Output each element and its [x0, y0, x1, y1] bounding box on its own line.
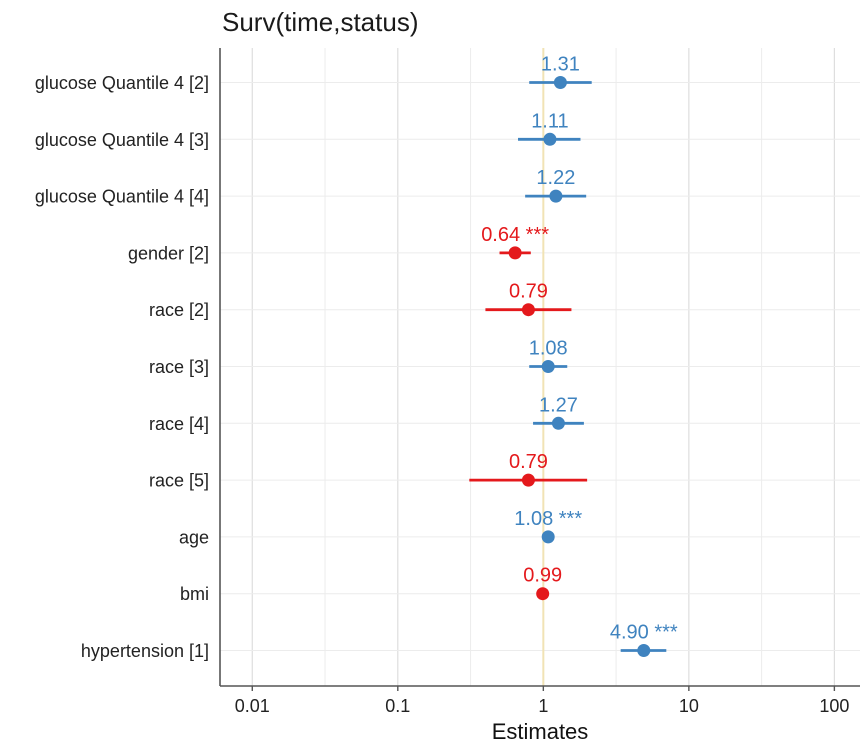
estimate-point [551, 416, 565, 430]
estimate-label: 1.11 [531, 110, 568, 132]
term-row: bmi 0.99 [180, 565, 562, 605]
term-row: race [3] 1.08 [149, 338, 568, 378]
estimate-point [521, 303, 535, 317]
x-tick-label: 100 [819, 696, 849, 716]
term-row: age 1.08 *** [179, 508, 582, 548]
estimate-label: 1.22 [536, 167, 575, 189]
estimate-point [521, 473, 535, 487]
estimate-label: 1.31 [541, 54, 580, 76]
estimate-point [508, 246, 522, 260]
term-row: gender [2] 0.64 *** [128, 224, 549, 264]
estimate-label: 0.79 [509, 281, 548, 303]
term-label: glucose Quantile 4 [3] [35, 130, 209, 150]
estimate-label: 1.27 [539, 394, 578, 416]
term-label: race [3] [149, 357, 209, 377]
x-axis-ticks: 0.01 0.1 1 10 100 [235, 686, 849, 716]
estimate-label: 0.99 [523, 565, 562, 587]
x-axis-label: Estimates [492, 719, 589, 744]
term-label: age [179, 527, 209, 547]
estimate-point [541, 360, 555, 373]
estimate-point [541, 530, 555, 544]
estimate-label: 1.08 [529, 338, 568, 360]
estimate-label: 0.64 *** [481, 224, 549, 246]
term-row: hypertension [1] 4.90 *** [81, 622, 678, 662]
term-label: bmi [180, 584, 209, 604]
term-row: race [4] 1.27 [149, 394, 584, 434]
estimate-point [536, 587, 550, 601]
estimate-point [637, 644, 651, 657]
estimate-label: 4.90 *** [610, 622, 678, 644]
x-tick-label: 0.01 [235, 696, 270, 716]
term-row: glucose Quantile 4 [2] 1.31 [35, 54, 592, 93]
term-label: glucose Quantile 4 [2] [35, 73, 209, 93]
estimate-point [549, 189, 563, 203]
estimate-point [553, 76, 567, 89]
term-row: race [5] 0.79 [149, 451, 588, 491]
estimate-point [543, 132, 557, 146]
term-label: gender [2] [128, 243, 209, 263]
estimate-label: 0.79 [509, 451, 548, 473]
term-label: hypertension [1] [81, 641, 209, 661]
term-row: glucose Quantile 4 [4] 1.22 [35, 167, 587, 207]
term-label: race [2] [149, 300, 209, 320]
x-tick-label: 10 [679, 696, 699, 716]
term-row: glucose Quantile 4 [3] 1.11 [35, 110, 581, 150]
term-label: race [4] [149, 414, 209, 434]
x-tick-label: 1 [538, 696, 548, 716]
term-label: race [5] [149, 471, 209, 491]
term-row: race [2] 0.79 [149, 281, 572, 320]
chart-title: Surv(time,status) [222, 7, 419, 37]
estimate-label: 1.08 *** [514, 508, 582, 530]
term-label: glucose Quantile 4 [4] [35, 187, 209, 207]
x-tick-label: 0.1 [385, 696, 410, 716]
